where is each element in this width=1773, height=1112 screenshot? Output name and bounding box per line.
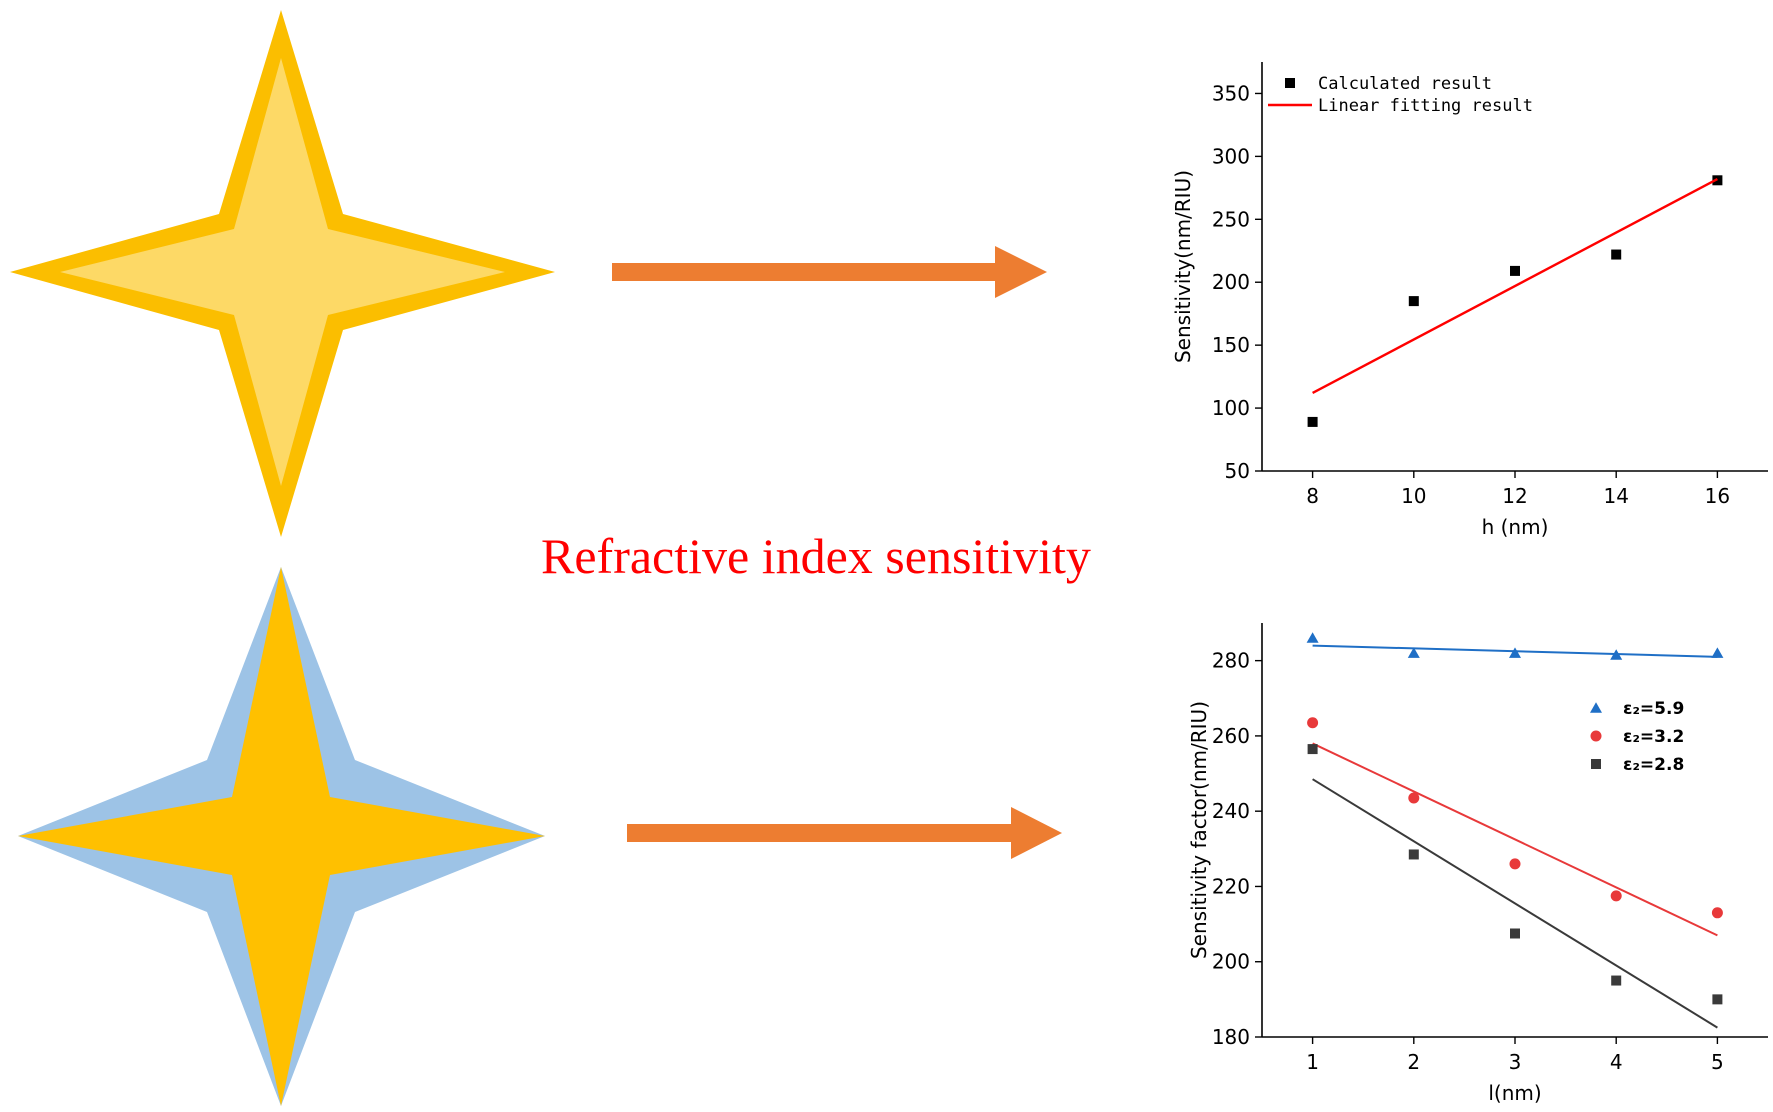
x-tick-label: 16 <box>1705 484 1730 508</box>
y-axis-label: Sensitivity(nm/RIU) <box>1171 170 1195 363</box>
data-point <box>1610 890 1622 902</box>
data-point <box>1407 647 1420 658</box>
y-tick-label: 250 <box>1212 207 1250 231</box>
blue-gold-star-icon <box>18 567 545 1106</box>
y-tick-label: 220 <box>1212 874 1250 898</box>
fit-line <box>1312 778 1718 1029</box>
data-point <box>1610 649 1623 660</box>
y-tick-label: 180 <box>1212 1025 1250 1049</box>
data-point <box>1611 975 1622 986</box>
x-axis-label: l(nm) <box>1488 1081 1541 1105</box>
gold-star-inner <box>60 58 505 486</box>
x-axis-label: h (nm) <box>1482 515 1549 539</box>
data-point <box>1611 249 1622 260</box>
legend-label: Linear fitting result <box>1318 96 1533 116</box>
headline-text: Refractive index sensitivity <box>541 528 1091 584</box>
legend-label: Calculated result <box>1318 74 1492 94</box>
x-tick-label: 12 <box>1502 484 1527 508</box>
y-tick-label: 280 <box>1212 649 1250 673</box>
data-point <box>1307 416 1318 427</box>
data-point <box>1711 907 1723 919</box>
x-tick-label: 4 <box>1610 1050 1623 1074</box>
y-tick-label: 240 <box>1212 799 1250 823</box>
data-point <box>1408 296 1419 307</box>
y-tick-label: 150 <box>1212 333 1250 357</box>
legend-marker <box>1285 78 1295 88</box>
chart-sensitivity-vs-h: 8 10 12 14 16 50 100 150 200 250 300 350 h (nm) Sensi… <box>1171 62 1768 539</box>
gold-star-core <box>18 567 545 1106</box>
data-point <box>1509 858 1521 870</box>
data-point <box>1408 849 1419 860</box>
y-tick-label: 200 <box>1212 270 1250 294</box>
data-point <box>1711 647 1724 658</box>
x-tick-label: 2 <box>1407 1050 1420 1074</box>
legend-marker <box>1590 730 1602 742</box>
legend-label: ε₂=3.2 <box>1623 727 1684 747</box>
y-tick-label: 350 <box>1212 81 1250 105</box>
legend-marker <box>1590 702 1602 713</box>
x-tick-label: 3 <box>1509 1050 1522 1074</box>
gold-star-icon <box>10 10 555 537</box>
x-tick-label: 10 <box>1401 484 1426 508</box>
data-point <box>1307 744 1318 755</box>
legend-label: ε₂=5.9 <box>1623 699 1684 719</box>
y-tick-label: 260 <box>1212 724 1250 748</box>
data-point <box>1509 647 1521 658</box>
series-line <box>1312 177 1718 395</box>
y-tick-label: 50 <box>1225 459 1250 483</box>
legend-marker <box>1591 759 1601 769</box>
fit-line <box>1312 742 1718 937</box>
data-point <box>1712 994 1723 1005</box>
chart-sensitivity-factor-vs-l: 1 2 3 4 5 180 200 220 240 260 280 l(nm) Sensitivity … <box>1187 623 1768 1105</box>
y-tick-label: 200 <box>1212 950 1250 974</box>
legend-label: ε₂=2.8 <box>1623 755 1684 775</box>
x-tick-label: 8 <box>1306 484 1319 508</box>
data-point <box>1306 632 1319 643</box>
y-axis-label: Sensitivity factor(nm/RIU) <box>1187 701 1211 959</box>
y-tick-label: 300 <box>1212 144 1250 168</box>
y-tick-label: 100 <box>1212 396 1250 420</box>
data-point <box>1510 265 1520 276</box>
data-point <box>1510 928 1520 939</box>
x-tick-label: 14 <box>1603 484 1628 508</box>
top-arrow-icon <box>612 246 1047 298</box>
bottom-arrow-icon <box>627 807 1062 859</box>
x-tick-label: 1 <box>1306 1050 1319 1074</box>
x-tick-label: 5 <box>1711 1050 1724 1074</box>
data-point <box>1408 792 1420 804</box>
data-point <box>1307 717 1319 729</box>
